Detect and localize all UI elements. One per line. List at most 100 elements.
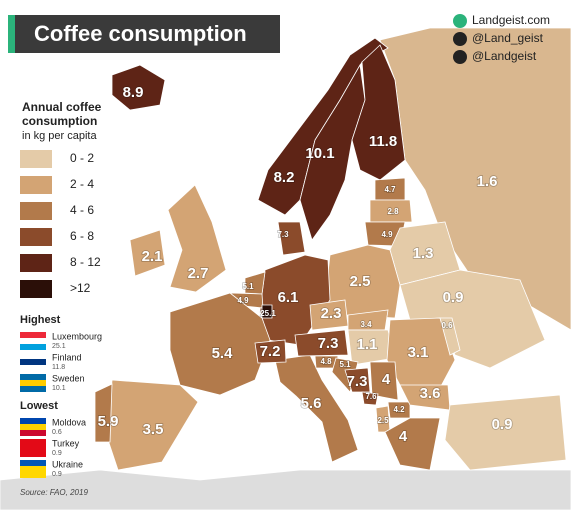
- luxembourg: [261, 304, 273, 319]
- montenegro: [361, 391, 379, 406]
- title-accent: [8, 15, 15, 53]
- rank-value: 10.1: [52, 385, 66, 392]
- legend-label: 4 - 6: [70, 203, 94, 217]
- serbia: [369, 361, 399, 401]
- flag: [20, 380, 46, 386]
- legend-label: 2 - 4: [70, 177, 94, 191]
- flag: [20, 460, 46, 466]
- turkey: [444, 394, 567, 471]
- legend-swatch: [20, 228, 52, 246]
- country-value: 8.9: [123, 84, 144, 101]
- country-value: 1.3: [413, 245, 434, 262]
- flag: [20, 439, 46, 445]
- denmark: [277, 221, 306, 256]
- country-value: 3.4: [360, 320, 372, 329]
- source: Source: FAO, 2019: [20, 488, 88, 497]
- countries: [0, 27, 571, 510]
- flag: [20, 365, 46, 371]
- legend-swatch: [20, 150, 52, 168]
- country-value: 3.1: [408, 344, 429, 361]
- flag: [20, 418, 46, 424]
- title-box: Coffee consumption: [8, 15, 280, 53]
- legend-label: 6 - 8: [70, 229, 94, 243]
- instagram-icon: [453, 32, 467, 46]
- switzerland: [254, 339, 287, 364]
- legend-swatch: [20, 202, 52, 220]
- legend-title: Annual coffee: [22, 100, 102, 114]
- country-value: 7.3: [277, 230, 289, 239]
- country-value: 7.2: [260, 343, 281, 360]
- rank-heading: Lowest: [20, 400, 58, 412]
- country-value: 4.2: [393, 405, 405, 414]
- rank-country: Ukraine: [52, 459, 83, 469]
- uk: [167, 184, 227, 293]
- country-value: 7.3: [318, 335, 339, 352]
- country-value: 2.3: [321, 305, 342, 322]
- legend-label: >12: [70, 281, 91, 295]
- country-value: 5.4: [212, 345, 234, 362]
- country-value: 2.5: [377, 416, 389, 425]
- social: Landgeist.com @Land_geist @Landgeist: [453, 13, 550, 64]
- country-value: 7.3: [347, 373, 368, 390]
- country-value: 11.8: [369, 133, 397, 150]
- flag: [20, 445, 46, 451]
- legend-label: 8 - 12: [70, 255, 101, 269]
- flag: [20, 332, 46, 338]
- country-value: 3.5: [143, 421, 164, 438]
- country-value: 25.1: [260, 309, 276, 318]
- country-value: 0.9: [443, 289, 464, 306]
- flag: [20, 353, 46, 359]
- legend: Annual coffee consumption in kg per capi…: [20, 100, 102, 298]
- social-text: @Land_geist: [472, 31, 544, 45]
- africa: [0, 469, 571, 510]
- social-text: @Landgeist: [472, 49, 537, 63]
- social-text: Landgeist.com: [472, 13, 550, 27]
- rank-country: Moldova: [52, 417, 86, 427]
- flag: [20, 386, 46, 392]
- rank-value: 11.8: [52, 364, 65, 371]
- flag: [20, 338, 46, 344]
- legend-subtitle: in kg per capita: [22, 130, 97, 142]
- country-value: 4.8: [320, 357, 332, 366]
- legend-swatch: [20, 280, 52, 298]
- country-value: 3.6: [420, 385, 441, 402]
- country-value: 2.8: [387, 207, 399, 216]
- rank-value: 0.6: [52, 429, 62, 436]
- country-value: 5.1: [242, 282, 254, 291]
- country-value: 10.1: [305, 145, 334, 162]
- country-value: 0.6: [441, 321, 453, 330]
- rankings: Highest Luxembourg 25.1 Finland 11.8 Sweden 10…: [20, 314, 102, 478]
- rank-value: 0.9: [52, 471, 62, 478]
- country-value: 5.1: [339, 360, 351, 369]
- latvia: [369, 199, 413, 223]
- flag: [20, 430, 46, 436]
- twitter-icon: [453, 50, 467, 64]
- country-value: 1.6: [477, 173, 498, 190]
- rank-country: Sweden: [52, 373, 85, 383]
- country-value: 4.9: [237, 296, 249, 305]
- country-value: 4.7: [384, 185, 396, 194]
- rank-country: Turkey: [52, 438, 80, 448]
- portugal: [94, 383, 113, 443]
- legend-swatch: [20, 176, 52, 194]
- ireland: [129, 229, 166, 277]
- title: Coffee consumption: [34, 21, 247, 46]
- country-value: 6.1: [278, 289, 299, 306]
- country-value: 2.1: [142, 248, 163, 265]
- rank-value: 0.9: [52, 450, 62, 457]
- rank-country: Finland: [52, 352, 82, 362]
- country-value: 1.1: [357, 336, 378, 353]
- country-value: 4: [399, 428, 408, 445]
- web-icon: [453, 14, 467, 28]
- rank-value: 25.1: [52, 343, 66, 350]
- country-value: 0.9: [492, 416, 513, 433]
- flag: [20, 374, 46, 380]
- legend-swatch: [20, 254, 52, 272]
- country-value: 5.9: [98, 413, 119, 430]
- rank-heading: Highest: [20, 314, 61, 326]
- moldova: [439, 317, 461, 356]
- flag: [20, 472, 46, 478]
- flag: [20, 344, 46, 350]
- map-labels: 8.9 11.8 10.1 8.2 1.6 4.7 2.8 4.9 7.3 2.1 2.7 1.3 2.…: [97, 83, 513, 446]
